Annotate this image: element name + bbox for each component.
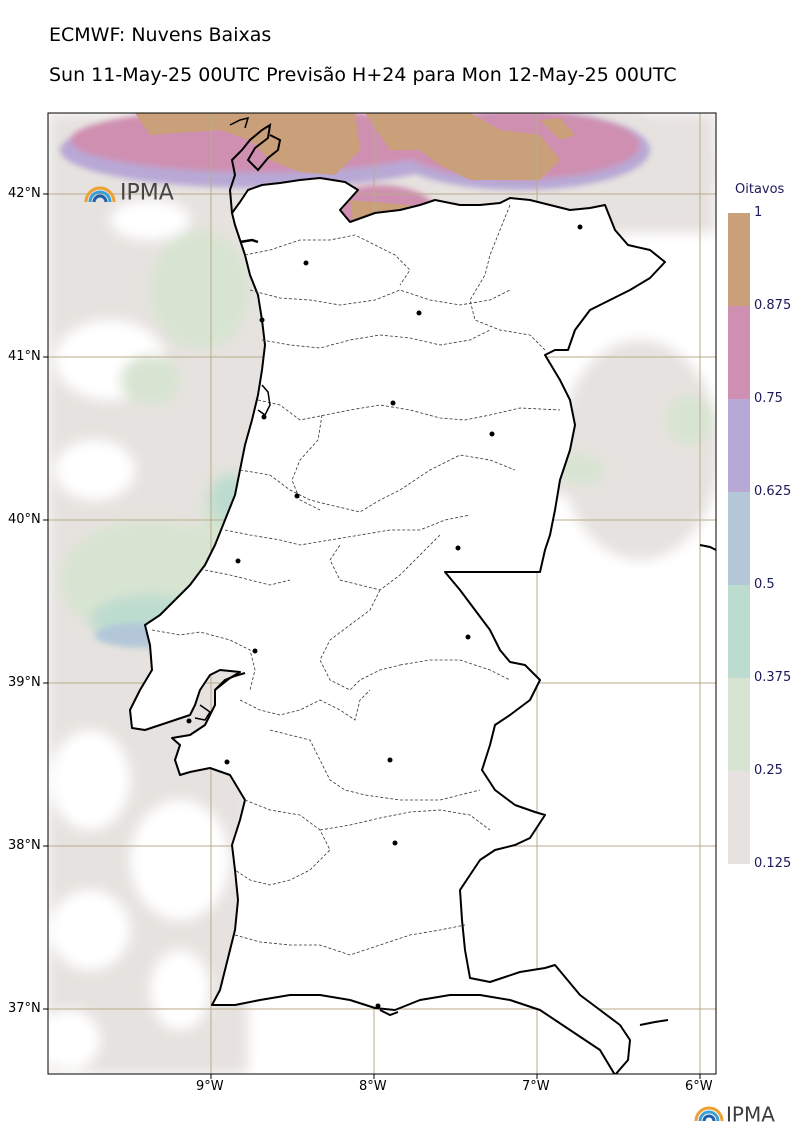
ipma-logo-icon xyxy=(694,1106,724,1122)
city-marker xyxy=(294,493,300,499)
lat-label: 37°N xyxy=(8,1001,41,1016)
city-marker xyxy=(375,1003,381,1009)
galicia-coast xyxy=(228,122,282,214)
lat-label: 39°N xyxy=(8,675,41,690)
colorbar-segment xyxy=(728,213,750,306)
city-marker xyxy=(252,648,258,654)
city-marker xyxy=(489,431,495,437)
city-marker xyxy=(390,400,396,406)
lat-label: 40°N xyxy=(8,512,41,527)
lon-label: 9°W xyxy=(196,1079,224,1094)
colorbar-title: Oitavos xyxy=(735,182,785,197)
city-marker xyxy=(392,840,398,846)
colorbar-segment xyxy=(728,678,750,771)
city-marker xyxy=(455,545,461,551)
colorbar-label: 0.125 xyxy=(754,856,792,871)
colorbar-label: 1 xyxy=(754,205,763,220)
footer-logo: IPMA xyxy=(695,1101,775,1127)
ipma-logo-icon xyxy=(84,186,116,203)
city-marker xyxy=(465,634,471,640)
colorbar-segment xyxy=(728,585,750,678)
city-marker xyxy=(577,224,583,230)
city-marker xyxy=(186,718,192,724)
colorbar-segment xyxy=(728,306,750,399)
lat-label: 41°N xyxy=(8,349,41,364)
city-marker xyxy=(303,260,309,266)
city-marker xyxy=(224,759,230,765)
district-boundaries xyxy=(151,204,561,956)
colorbar xyxy=(728,213,750,864)
city-marker xyxy=(235,558,241,564)
colorbar-label: 0.25 xyxy=(754,763,783,778)
page-subtitle: Sun 11-May-25 00UTC Previsão H+24 para M… xyxy=(49,64,677,86)
map-frame xyxy=(47,112,717,1075)
colorbar-label: 0.375 xyxy=(754,670,792,685)
lon-label: 7°W xyxy=(522,1079,550,1094)
colorbar-segment xyxy=(728,492,750,585)
lon-label: 8°W xyxy=(359,1079,387,1094)
colorbar-segment xyxy=(728,771,750,864)
colorbar-segment xyxy=(728,399,750,492)
lat-label: 38°N xyxy=(8,838,41,853)
colorbar-label: 0.875 xyxy=(754,298,792,313)
lat-label: 42°N xyxy=(8,186,41,201)
portugal-mainland xyxy=(129,177,666,1074)
city-marker xyxy=(387,757,393,763)
tick-marks xyxy=(43,193,701,1079)
colorbar-label: 0.5 xyxy=(754,577,775,592)
city-marker xyxy=(416,310,422,316)
colorbar-label: 0.75 xyxy=(754,391,783,406)
page-title: ECMWF: Nuvens Baixas xyxy=(49,24,272,46)
footer-logo-text: IPMA xyxy=(726,1102,775,1127)
colorbar-label: 0.625 xyxy=(754,484,792,499)
lon-label: 6°W xyxy=(685,1079,713,1094)
city-markers xyxy=(186,224,583,1009)
map-logo: IPMA xyxy=(84,180,174,206)
city-marker xyxy=(261,414,267,420)
map-logo-text: IPMA xyxy=(120,180,174,206)
city-marker xyxy=(259,317,265,323)
